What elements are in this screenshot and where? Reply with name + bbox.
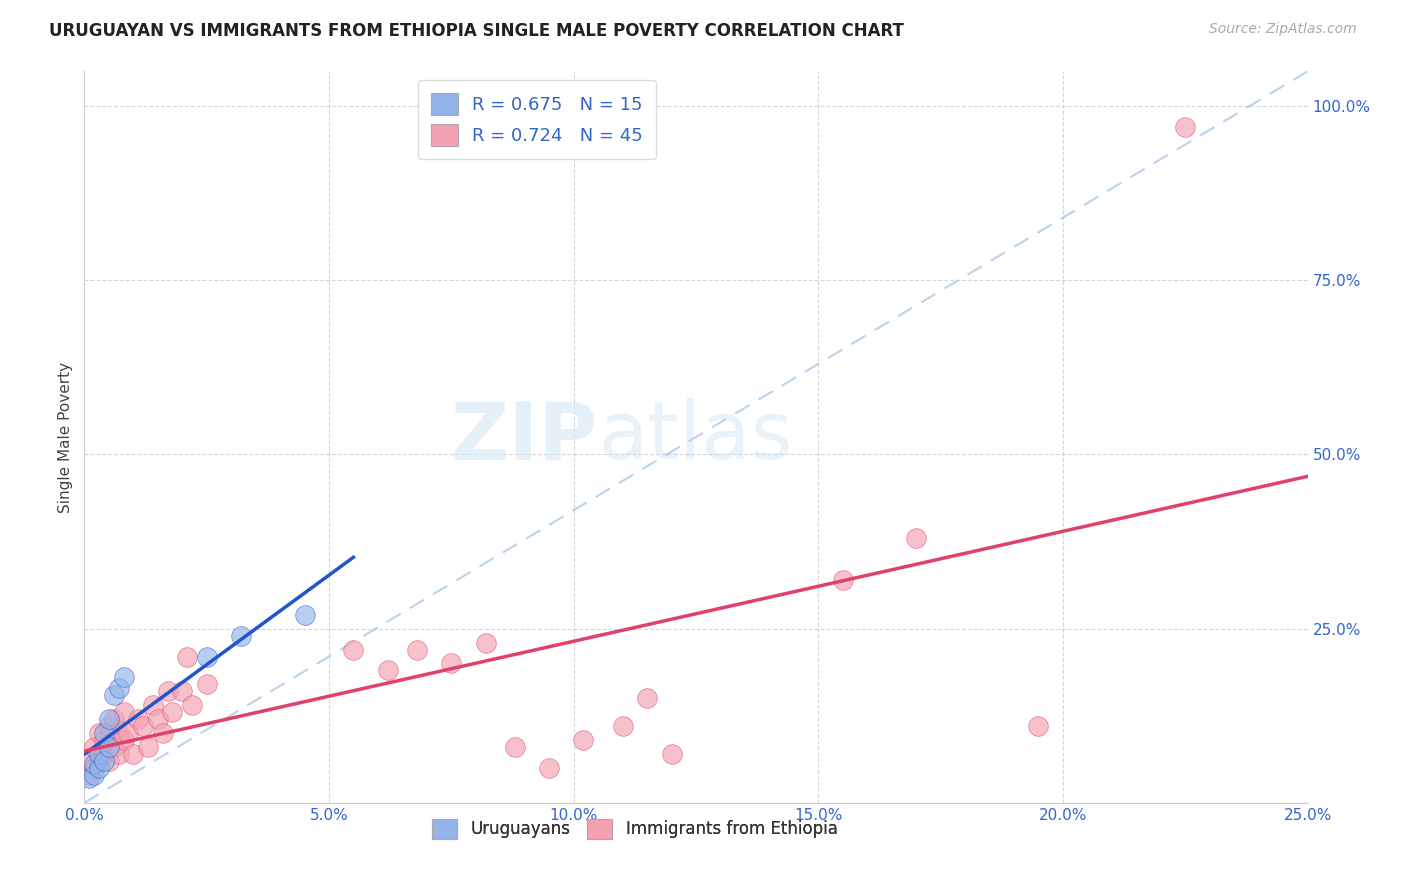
Point xyxy=(1028,719,1050,733)
Point xyxy=(87,761,110,775)
Text: Source: ZipAtlas.com: Source: ZipAtlas.com xyxy=(1209,22,1357,37)
Point xyxy=(107,726,129,740)
Point xyxy=(132,719,155,733)
Point xyxy=(162,705,184,719)
Point xyxy=(146,712,169,726)
Point xyxy=(103,712,125,726)
Point xyxy=(117,726,139,740)
Y-axis label: Single Male Poverty: Single Male Poverty xyxy=(58,361,73,513)
Point xyxy=(97,712,120,726)
Point xyxy=(636,691,658,706)
Point xyxy=(905,531,928,545)
Text: atlas: atlas xyxy=(598,398,793,476)
Point xyxy=(156,684,179,698)
Point xyxy=(77,768,100,782)
Point xyxy=(87,726,110,740)
Point xyxy=(503,740,526,755)
Point xyxy=(612,719,634,733)
Point xyxy=(195,677,218,691)
Point xyxy=(142,698,165,713)
Point xyxy=(294,607,316,622)
Point xyxy=(112,705,135,719)
Point xyxy=(103,688,125,702)
Point xyxy=(112,670,135,684)
Point xyxy=(176,649,198,664)
Point xyxy=(83,740,105,755)
Point xyxy=(77,772,100,786)
Point xyxy=(97,740,120,755)
Point xyxy=(342,642,364,657)
Point xyxy=(97,754,120,768)
Point xyxy=(136,740,159,755)
Point xyxy=(77,754,100,768)
Point xyxy=(127,712,149,726)
Point xyxy=(83,761,105,775)
Legend: Uruguayans, Immigrants from Ethiopia: Uruguayans, Immigrants from Ethiopia xyxy=(426,812,844,846)
Point xyxy=(83,757,105,772)
Point xyxy=(97,719,120,733)
Point xyxy=(112,733,135,747)
Point xyxy=(572,733,595,747)
Point xyxy=(152,726,174,740)
Point xyxy=(831,573,853,587)
Text: ZIP: ZIP xyxy=(451,398,598,476)
Point xyxy=(103,740,125,755)
Point xyxy=(440,657,463,671)
Point xyxy=(181,698,204,713)
Point xyxy=(93,733,115,747)
Point xyxy=(87,747,110,761)
Text: URUGUAYAN VS IMMIGRANTS FROM ETHIOPIA SINGLE MALE POVERTY CORRELATION CHART: URUGUAYAN VS IMMIGRANTS FROM ETHIOPIA SI… xyxy=(49,22,904,40)
Point xyxy=(1174,120,1197,134)
Point xyxy=(122,747,145,761)
Point xyxy=(377,664,399,678)
Point xyxy=(538,761,561,775)
Point xyxy=(93,747,115,761)
Point xyxy=(93,726,115,740)
Point xyxy=(474,635,496,649)
Point xyxy=(83,768,105,782)
Point xyxy=(195,649,218,664)
Point xyxy=(87,754,110,768)
Point xyxy=(406,642,429,657)
Point xyxy=(172,684,194,698)
Point xyxy=(107,747,129,761)
Point xyxy=(661,747,683,761)
Point xyxy=(229,629,252,643)
Point xyxy=(93,754,115,768)
Point xyxy=(107,681,129,695)
